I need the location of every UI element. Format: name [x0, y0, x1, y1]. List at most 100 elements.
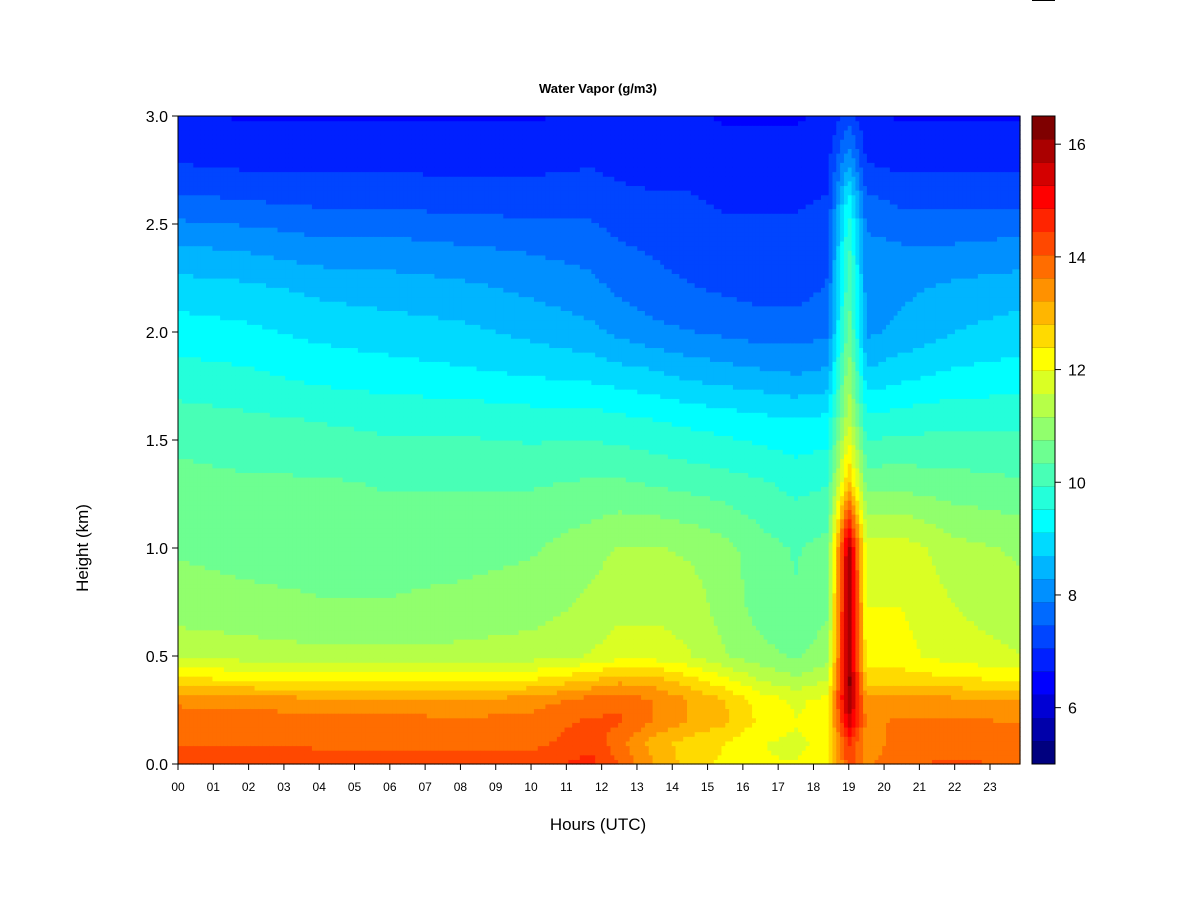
heatmap-cell [231, 282, 237, 288]
heatmap-cell [285, 518, 290, 524]
heatmap-cell [300, 759, 305, 765]
heatmap-cell [235, 504, 240, 511]
heatmap-cell [216, 726, 221, 733]
heatmap-cell [281, 157, 286, 163]
heatmap-cell [311, 514, 317, 520]
heatmap-cell [235, 268, 240, 274]
heatmap-cell [181, 666, 187, 673]
heatmap-cell [239, 356, 244, 362]
heatmap-cell [223, 301, 229, 307]
heatmap-cell [223, 217, 229, 224]
heatmap-cell [288, 129, 294, 136]
heatmap-cell [189, 120, 194, 126]
heatmap-cell [296, 463, 302, 469]
heatmap-cell [273, 347, 279, 353]
heatmap-cell [254, 328, 259, 335]
heatmap-cell [250, 287, 256, 293]
heatmap-cell [292, 213, 298, 219]
heatmap-cell [178, 694, 183, 700]
heatmap-cell [223, 190, 229, 196]
heatmap-cell [239, 338, 244, 344]
heatmap-cell [300, 291, 305, 298]
heatmap-cell [281, 398, 286, 404]
heatmap-cell [235, 236, 240, 242]
heatmap-cell [181, 490, 187, 497]
heatmap-cell [308, 620, 313, 626]
heatmap-cell [208, 759, 214, 765]
heatmap-cell [262, 278, 267, 284]
heatmap-cell [212, 273, 217, 279]
heatmap-cell [304, 518, 309, 524]
heatmap-cell [258, 657, 263, 663]
heatmap-cell [212, 282, 217, 288]
heatmap-cell [308, 472, 313, 478]
heatmap-cell [250, 671, 256, 677]
heatmap-cell [254, 717, 259, 723]
heatmap-cell [231, 676, 237, 682]
heatmap-cell [292, 504, 298, 511]
heatmap-cell [296, 305, 302, 311]
heatmap-cell [197, 412, 202, 418]
heatmap-cell [235, 129, 240, 136]
heatmap-cell [311, 370, 317, 376]
heatmap-cell [288, 740, 294, 747]
heatmap-cell [296, 208, 302, 214]
heatmap-cell [281, 611, 286, 617]
heatmap-cell [311, 708, 317, 714]
heatmap-cell [311, 333, 317, 339]
heatmap-cell [189, 689, 194, 696]
heatmap-cell [239, 236, 244, 242]
heatmap-cell [262, 467, 267, 473]
heatmap-cell [288, 171, 294, 177]
heatmap-cell [288, 426, 294, 432]
heatmap-cell [296, 176, 302, 182]
heatmap-cell [193, 615, 198, 622]
heatmap-cell [254, 190, 259, 196]
heatmap-cell [212, 699, 217, 705]
heatmap-cell [212, 194, 217, 200]
heatmap-cell [250, 134, 256, 140]
heatmap-cell [262, 639, 267, 645]
heatmap-cell [288, 680, 294, 686]
heatmap-cell [178, 639, 183, 645]
heatmap-cell [216, 689, 221, 696]
heatmap-cell [204, 578, 210, 585]
heatmap-cell [185, 398, 191, 404]
heatmap-cell [273, 574, 279, 580]
heatmap-cell [292, 588, 298, 594]
heatmap-cell [231, 689, 237, 696]
heatmap-cell [311, 490, 317, 497]
heatmap-cell [277, 213, 282, 219]
heatmap-cell [197, 217, 202, 224]
heatmap-cell [258, 606, 263, 612]
heatmap-cell [231, 472, 237, 478]
heatmap-cell [304, 569, 309, 575]
heatmap-cell [204, 537, 210, 543]
heatmap-cell [304, 634, 309, 640]
heatmap-cell [277, 713, 282, 719]
heatmap-cell [181, 319, 187, 325]
heatmap-cell [185, 537, 191, 543]
heatmap-cell [269, 379, 275, 386]
heatmap-cell [277, 421, 282, 427]
heatmap-cell [281, 194, 286, 200]
heatmap-cell [258, 643, 263, 649]
heatmap-cell [223, 310, 229, 316]
heatmap-cell [288, 208, 294, 214]
heatmap-cell [292, 407, 298, 413]
heatmap-cell [185, 671, 191, 677]
heatmap-cell [266, 157, 271, 163]
heatmap-cell [304, 203, 309, 210]
heatmap-cell [181, 523, 187, 529]
heatmap-cell [239, 523, 244, 529]
heatmap-cell [243, 162, 248, 168]
heatmap-cell [223, 449, 229, 455]
heatmap-cell [189, 365, 194, 372]
heatmap-cell [273, 250, 279, 256]
heatmap-cell [216, 305, 221, 311]
heatmap-cell [181, 615, 187, 622]
heatmap-cell [281, 245, 286, 251]
heatmap-cell [296, 477, 302, 483]
heatmap-cell [285, 231, 290, 237]
heatmap-cell [231, 625, 237, 631]
